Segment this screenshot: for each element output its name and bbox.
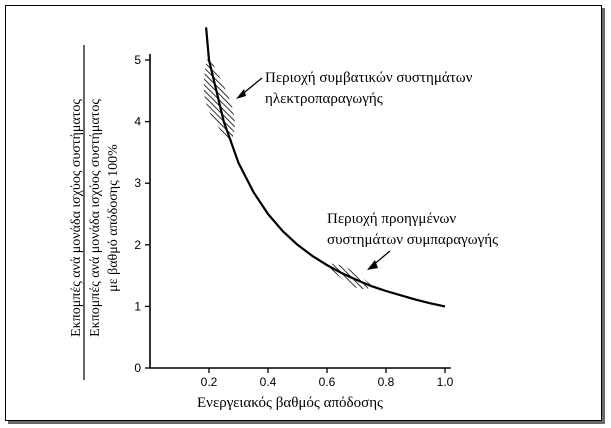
y-tick-label: 3	[134, 176, 141, 190]
y-tick-label: 0	[134, 361, 141, 375]
y-axis-title-numerator: Εκπομπές ανά μονάδα ισχύος συστήματος	[69, 99, 84, 337]
x-tick-label: 0.4	[260, 375, 277, 389]
x-tick-label: 0.2	[201, 375, 218, 389]
y-axis-title-denominator-line1: Εκπομπές ανά μονάδα ισχύος συστήματος	[88, 99, 103, 337]
x-axis-title: Ενεργειακός βαθμός απόδοσης	[197, 395, 383, 411]
annotations: Ενεργειακός βαθμός απόδοσης Εκπομπές ανά …	[69, 45, 498, 411]
region-conventional-label-line1: Περιοχή συμβατικών συστημάτων	[265, 70, 473, 86]
region-cogeneration-arrowhead	[367, 260, 378, 270]
region-cogeneration-hatch	[326, 263, 384, 290]
curve	[205, 27, 446, 308]
y-tick-label: 5	[134, 53, 141, 67]
y-tick-label: 1	[134, 299, 141, 313]
figure-border	[5, 5, 602, 421]
x-tick-label: 1.0	[437, 375, 454, 389]
x-tick-label: 0.6	[319, 375, 336, 389]
x-tick-label: 0.8	[378, 375, 395, 389]
region-conventional-arrowhead	[236, 89, 246, 99]
y-tick-label: 2	[134, 238, 141, 252]
region-conventional-label-line2: ηλεκτροπαραγωγής	[265, 91, 383, 107]
efficiency-curve	[205, 27, 446, 308]
axes: 0 1 2 3 4 5 0.2 0.4 0.6 0.8 1.0	[134, 53, 453, 389]
y-tick-label: 4	[134, 115, 141, 129]
y-axis-title-denominator-line2: με βαθμό απόδοσης 100%	[106, 144, 121, 292]
region-cogeneration-label-line2: συστημάτων συμπαραγωγής	[327, 232, 498, 248]
region-cogeneration-label-line1: Περιοχή προηγμένων	[327, 211, 456, 227]
